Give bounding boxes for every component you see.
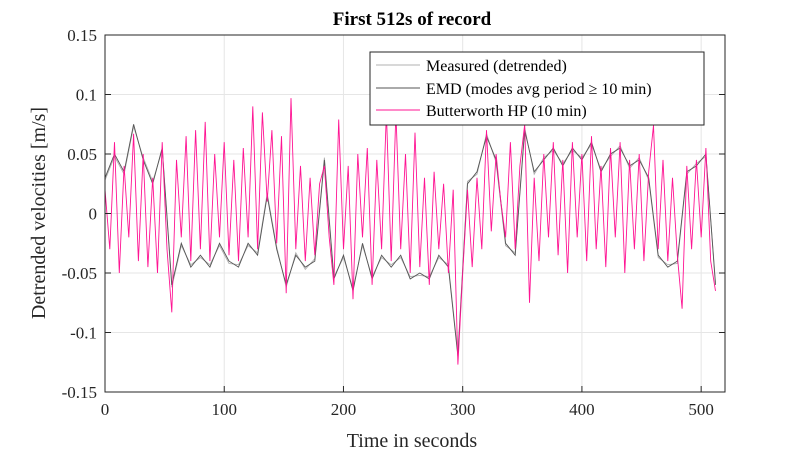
legend-label-emd: EMD (modes avg period ≥ 10 min) (426, 81, 652, 98)
x-tick-label: 100 (211, 400, 237, 419)
series-measured-line (104, 126, 716, 354)
y-tick-label: -0.05 (62, 264, 97, 283)
x-tick-label: 400 (569, 400, 595, 419)
chart-title: First 512s of record (333, 9, 492, 30)
x-tick-label: 200 (331, 400, 357, 419)
legend-box (369, 51, 705, 126)
y-tick-label: 0.05 (67, 145, 97, 164)
y-tick-label: -0.15 (62, 383, 97, 402)
x-tick-label: 0 (101, 400, 110, 419)
y-tick-label: 0.1 (76, 86, 97, 105)
y-axis-label: Detrended velocities [m/s] (28, 107, 50, 319)
y-tick-label: 0.15 (67, 26, 97, 45)
legend-label-measured: Measured (detrended) (426, 58, 567, 75)
y-tick-label: 0 (89, 205, 98, 224)
x-tick-label: 300 (450, 400, 476, 419)
legend: Measured (detrended) EMD (modes avg peri… (369, 51, 705, 126)
x-axis-label: Time in seconds (347, 430, 478, 452)
series-emd-line (104, 124, 716, 357)
y-tick-label: -0.1 (70, 324, 97, 343)
x-tick-label: 500 (688, 400, 714, 419)
series-butterworth-line (104, 98, 716, 365)
legend-label-butterworth: Butterworth HP (10 min) (426, 103, 587, 120)
